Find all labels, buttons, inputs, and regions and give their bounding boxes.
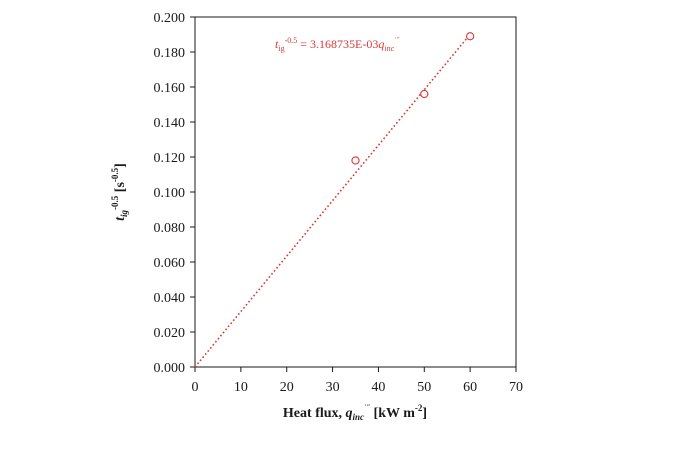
x-axis-ticks: 0 10 20 30 40 50 60 70: [192, 367, 523, 395]
y-axis-title: tig-0.5 [s-0.5]: [110, 163, 129, 221]
data-point: [351, 156, 360, 165]
data-point: [420, 89, 429, 99]
y-tick-label: 0.180: [154, 46, 186, 61]
x-tick-label: 20: [280, 380, 294, 395]
x-tick-label: 60: [463, 380, 477, 395]
x-tick-label: 40: [371, 380, 385, 395]
y-tick-label: 0.000: [154, 361, 186, 376]
y-tick-label: 0.020: [154, 326, 186, 341]
x-tick-label: 30: [326, 380, 340, 395]
data-point: [465, 32, 475, 41]
y-tick-label: 0.140: [154, 116, 186, 131]
x-tick-label: 70: [509, 380, 523, 395]
y-tick-label: 0.040: [154, 291, 186, 306]
x-tick-label: 10: [234, 380, 248, 395]
x-axis-title: Heat flux, qinc˙˝ [kW m-2]: [283, 403, 427, 422]
y-tick-label: 0.120: [154, 151, 186, 166]
trendline: [194, 33, 471, 368]
y-axis-ticks: 0.000 0.020 0.040 0.060 0.080 0.100 0.120 0.140…: [154, 11, 195, 376]
y-tick-label: 0.160: [154, 81, 186, 96]
y-tick-label: 0.080: [154, 221, 186, 236]
y-tick-label: 0.200: [154, 11, 186, 26]
y-tick-label: 0.100: [154, 186, 186, 201]
data-points: [351, 32, 475, 165]
y-tick-label: 0.060: [154, 256, 186, 271]
x-tick-label: 50: [417, 380, 431, 395]
plot-area: [194, 16, 517, 368]
x-tick-label: 0: [192, 380, 199, 395]
regression-equation: tig-0.5 = 3.168735E-03qinc˙˝: [275, 36, 400, 53]
